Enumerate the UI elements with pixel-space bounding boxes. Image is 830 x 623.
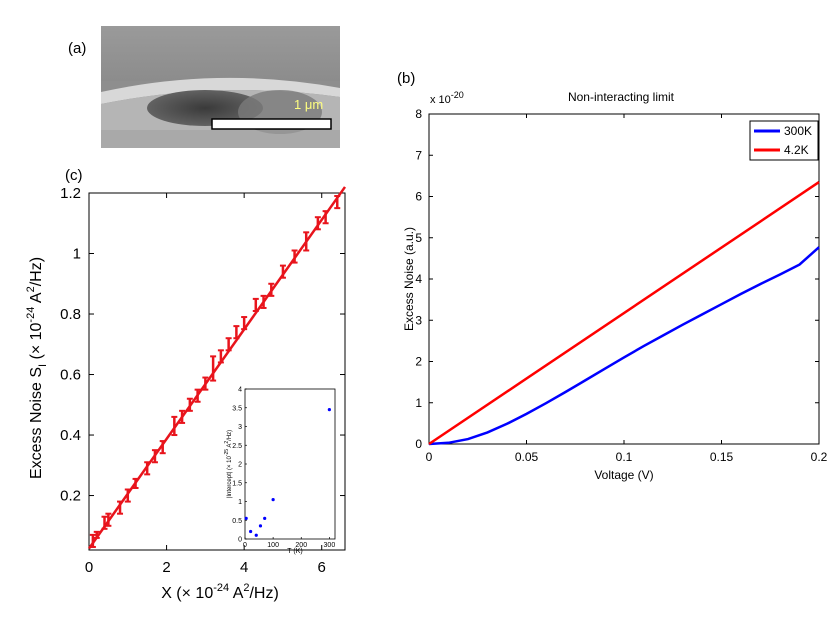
scale-bar-label: 1 μm <box>294 97 323 112</box>
chart-b-y-multiplier: x 10-20 <box>430 90 464 106</box>
panel-a: (a) 1 μm <box>68 26 340 148</box>
panel-c: (c) 0 2 4 6 0.2 0.4 0.6 0.8 1 1.2 X (× 10-24 A2/H… <box>25 167 347 602</box>
inset-point <box>327 408 331 412</box>
chart-c-ylabel: Excess Noise SI (× 10-24 A2/Hz) <box>25 257 49 479</box>
inset-y-tick-label: 0.5 <box>232 518 242 525</box>
x-tick-label: 0.2 <box>811 450 828 464</box>
inset-x-tick-label: 200 <box>295 542 307 549</box>
legend-box <box>749 120 819 161</box>
chart-c-inset: 0 100 200 300 0 0.5 1 1.5 2 2.5 3 3.5 4 T (K) |Inter… <box>224 387 336 555</box>
legend-label-300k: 300K <box>784 124 812 138</box>
y-tick-label: 2 <box>415 355 422 369</box>
x-tick-label: 0.15 <box>710 450 734 464</box>
inset-x-tick-label: 300 <box>324 542 336 549</box>
x-tick-label: 6 <box>318 559 326 576</box>
y-tick-label: 4 <box>415 272 422 286</box>
chart-b-series <box>428 181 820 446</box>
inset-y-tick-label: 2.5 <box>232 443 242 450</box>
panel-b-label: (b) <box>397 70 415 87</box>
y-tick-label: 0.6 <box>60 367 81 384</box>
y-tick-label: 8 <box>415 107 422 121</box>
chart-c-xlabel: X (× 10-24 A2/Hz) <box>161 582 279 602</box>
chart-b-ylabel: Excess Noise (a.u.) <box>402 227 416 331</box>
chart-c-series <box>87 186 347 550</box>
x-tick-label: 4 <box>240 559 248 576</box>
y-tick-label: 5 <box>415 231 422 245</box>
inset-point <box>271 498 275 502</box>
panel-c-label: (c) <box>65 167 83 184</box>
chart-b-ticks: 0 0.05 0.1 0.15 0.2 0 1 2 3 4 5 6 7 8 <box>415 107 827 464</box>
inset-y-tick-label: 1 <box>238 499 242 506</box>
y-tick-label: 0.2 <box>60 488 81 505</box>
inset-y-tick-label: 1.5 <box>232 480 242 487</box>
y-tick-label: 0.8 <box>60 306 81 323</box>
inset-point <box>263 516 267 520</box>
chart-b-legend: 300K 4.2K <box>749 120 819 161</box>
inset-y-tick-label: 2 <box>238 462 242 469</box>
chart-c-ticks: 0 2 4 6 0.2 0.4 0.6 0.8 1 1.2 <box>60 185 345 576</box>
series-line-4.2k <box>428 181 820 446</box>
inset-x-tick-label: 0 <box>243 542 247 549</box>
inset-plot-area <box>244 388 336 540</box>
y-tick-label: 6 <box>415 190 422 204</box>
panel-a-label: (a) <box>68 40 86 57</box>
inset-point <box>258 524 263 528</box>
y-tick-label: 0.4 <box>60 427 81 444</box>
y-tick-label: 1 <box>73 246 81 263</box>
inset-point <box>244 516 248 520</box>
inset-points <box>244 408 331 537</box>
scale-bar <box>211 118 332 130</box>
inset-y-tick-label: 0 <box>238 537 242 544</box>
inset-xlabel: T (K) <box>287 548 302 555</box>
chart-b-xlabel: Voltage (V) <box>594 468 653 482</box>
y-tick-label: 1 <box>415 396 422 410</box>
inset-y-tick-label: 3 <box>238 424 242 431</box>
inset-ylabel: |Intercept| (× 10-25 A2/Hz) <box>224 430 233 498</box>
y-tick-label: 0 <box>415 437 422 451</box>
x-tick-label: 0.1 <box>616 450 633 464</box>
chart-b-title: Non-interacting limit <box>568 90 675 104</box>
x-tick-label: 2 <box>162 559 170 576</box>
chart-b-plot-area <box>428 113 820 445</box>
y-tick-label: 7 <box>415 148 422 162</box>
inset-y-tick-label: 4 <box>238 387 242 394</box>
inset-y-tick-label: 3.5 <box>232 405 242 412</box>
y-tick-label: 1.2 <box>60 185 81 202</box>
x-tick-label: 0 <box>85 559 93 576</box>
x-tick-label: 0 <box>426 450 433 464</box>
inset-x-tick-label: 100 <box>267 542 279 549</box>
x-tick-label: 0.05 <box>515 450 539 464</box>
legend-label-4.2k: 4.2K <box>784 143 809 157</box>
fit-line <box>87 186 347 550</box>
y-tick-label: 3 <box>415 313 422 327</box>
inset-point <box>254 533 258 537</box>
inset-point <box>249 529 253 534</box>
panel-b: (b) Non-interacting limit x 10-20 0 0.05 0… <box>397 70 828 482</box>
series-line-300k <box>428 246 820 446</box>
inset-ticks: 0 100 200 300 0 0.5 1 1.5 2 2.5 3 3.5 4 <box>232 387 335 550</box>
